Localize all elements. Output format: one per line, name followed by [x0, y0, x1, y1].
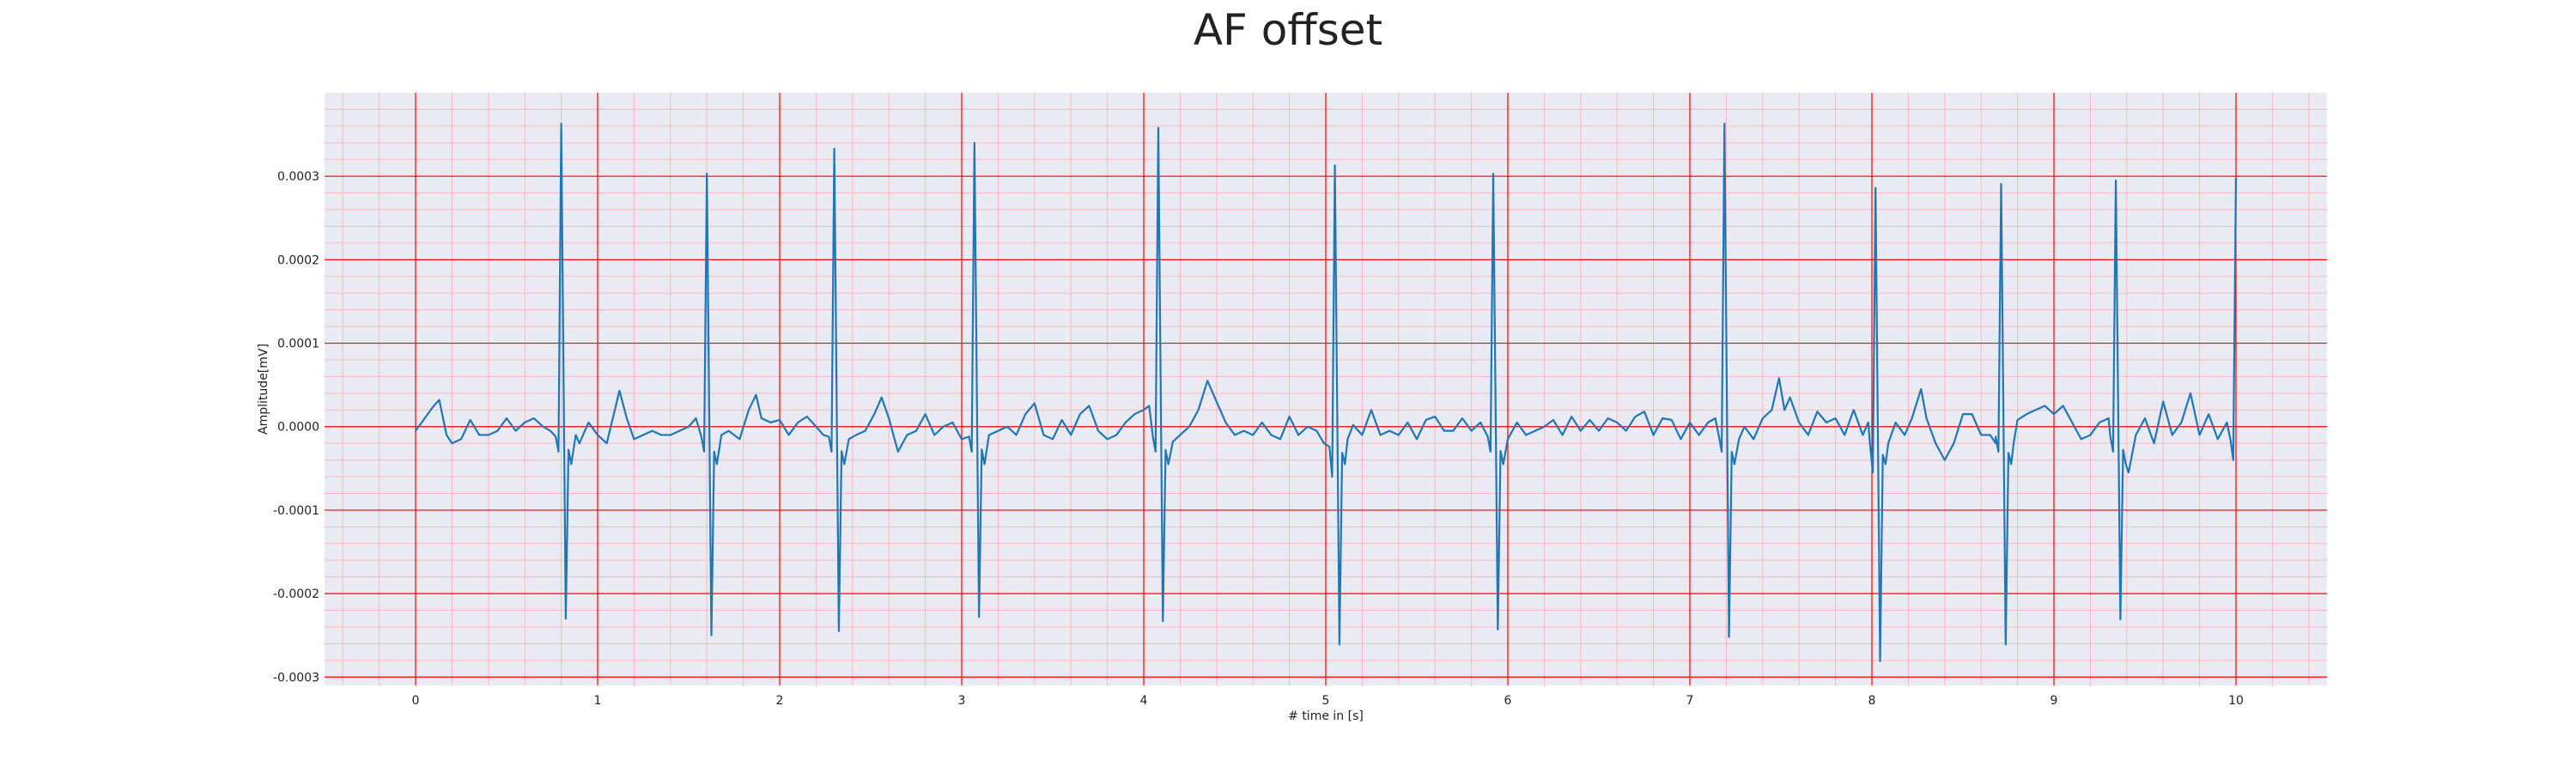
y-tick-label: -0.0001 [273, 504, 319, 518]
x-axis-ticks: 0 1 2 3 4 5 6 7 8 9 10 [412, 694, 2244, 708]
x-tick-label: 0 [412, 694, 420, 708]
y-tick-label: 0.0003 [277, 170, 319, 184]
y-tick-label: 0.0002 [277, 253, 319, 267]
x-tick-label: 9 [2050, 694, 2058, 708]
x-tick-label: 3 [958, 694, 966, 708]
x-tick-label: 2 [776, 694, 784, 708]
x-axis-label: # time in [s] [1288, 709, 1364, 723]
y-tick-label: -0.0003 [273, 671, 319, 685]
y-tick-label: 0.0001 [277, 338, 319, 351]
data-layer [415, 122, 2238, 662]
x-tick-label: 5 [1322, 694, 1330, 708]
x-tick-label: 10 [2228, 694, 2244, 708]
major-gridlines [325, 93, 2327, 685]
y-axis-ticks: -0.0003 -0.0002 -0.0001 0.0000 0.0001 0.0002 0… [273, 170, 319, 685]
y-tick-label: -0.0002 [273, 587, 319, 601]
ecg-series-line [415, 122, 2238, 662]
x-tick-label: 6 [1504, 694, 1512, 708]
x-tick-label: 7 [1686, 694, 1694, 708]
y-tick-label: 0.0000 [277, 421, 319, 435]
x-tick-label: 4 [1140, 694, 1148, 708]
y-axis-label: Amplitude[mV] [257, 344, 270, 435]
x-tick-label: 1 [594, 694, 602, 708]
x-tick-label: 8 [1868, 694, 1876, 708]
chart-title: AF offset [1194, 5, 1382, 55]
